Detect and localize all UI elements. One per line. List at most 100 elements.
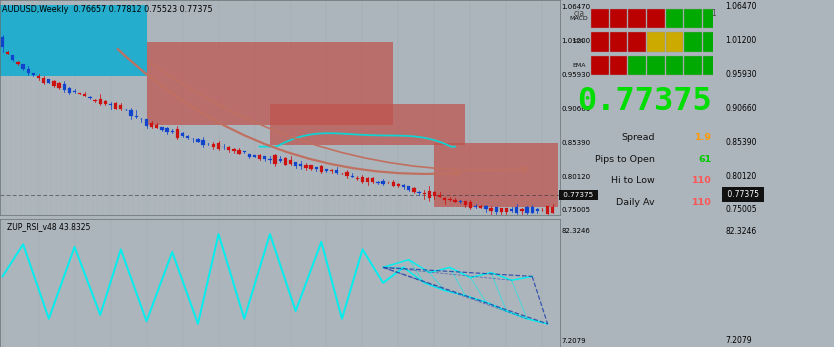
Text: 0.77375: 0.77375: [561, 192, 595, 198]
Text: 0.95930: 0.95930: [725, 70, 756, 79]
Text: 82.3246: 82.3246: [561, 228, 590, 235]
Bar: [274, 155, 277, 164]
Bar: [171, 131, 174, 132]
Bar: [428, 191, 431, 198]
Text: ZUP_RSI_v48 43.8325: ZUP_RSI_v48 43.8325: [7, 222, 90, 231]
Bar: [196, 139, 199, 142]
Bar: [186, 136, 189, 138]
Bar: [469, 202, 472, 208]
Bar: [666, 56, 683, 75]
Bar: [666, 9, 683, 28]
Text: H4: H4: [688, 9, 698, 18]
Bar: [551, 207, 555, 213]
Bar: [284, 158, 287, 165]
Bar: [289, 160, 292, 164]
Bar: [530, 207, 534, 213]
Text: cja: cja: [573, 9, 585, 18]
Text: 1.9: 1.9: [695, 133, 711, 142]
Bar: [610, 56, 627, 75]
Bar: [479, 206, 482, 208]
Bar: [248, 154, 251, 156]
Bar: [53, 82, 56, 86]
Text: 0.85390: 0.85390: [725, 138, 756, 147]
Bar: [22, 64, 25, 69]
Text: 0.75005: 0.75005: [725, 205, 756, 214]
Text: 1.06470: 1.06470: [561, 4, 590, 10]
Bar: [464, 201, 467, 205]
Text: M30: M30: [648, 9, 664, 18]
Text: D1: D1: [706, 9, 717, 18]
Bar: [647, 9, 665, 28]
Bar: [165, 128, 168, 132]
Bar: [433, 192, 436, 196]
Bar: [103, 101, 107, 104]
Bar: [238, 150, 241, 154]
Bar: [181, 133, 184, 136]
Bar: [535, 209, 539, 211]
Bar: [381, 181, 384, 184]
Text: 0.90660: 0.90660: [725, 104, 756, 113]
Bar: [366, 178, 369, 182]
Text: 0.77375: 0.77375: [725, 190, 761, 199]
Bar: [417, 192, 420, 193]
Bar: [88, 97, 92, 98]
Bar: [361, 177, 364, 182]
Bar: [319, 166, 323, 172]
Text: 0.80120: 0.80120: [561, 174, 590, 180]
Bar: [459, 201, 462, 202]
Text: EMA: EMA: [572, 63, 585, 68]
Text: 0.80120: 0.80120: [725, 172, 756, 181]
Text: 0.85390: 0.85390: [561, 140, 590, 146]
Text: 1.01200: 1.01200: [561, 38, 590, 44]
Bar: [684, 9, 701, 28]
Bar: [629, 56, 646, 75]
Bar: [520, 209, 524, 211]
Bar: [98, 99, 102, 104]
Bar: [243, 151, 246, 152]
Bar: [227, 147, 230, 150]
Bar: [68, 88, 71, 93]
Bar: [330, 170, 334, 171]
Text: M15: M15: [629, 9, 646, 18]
Bar: [684, 32, 701, 52]
Bar: [63, 84, 66, 90]
Bar: [515, 207, 519, 213]
Text: M5: M5: [613, 9, 625, 18]
Bar: [485, 206, 488, 209]
Bar: [269, 159, 272, 161]
Text: 7.2079: 7.2079: [725, 336, 751, 345]
Text: 0.90660: 0.90660: [561, 106, 590, 112]
Bar: [407, 186, 410, 190]
Bar: [258, 155, 261, 159]
Bar: [233, 150, 235, 151]
Text: 61: 61: [698, 154, 711, 163]
Bar: [490, 208, 493, 211]
Bar: [610, 32, 627, 52]
Bar: [546, 206, 550, 214]
Bar: [392, 181, 395, 186]
Bar: [160, 127, 163, 130]
Bar: [397, 184, 400, 186]
Bar: [279, 159, 282, 161]
Bar: [500, 208, 503, 212]
Text: 1.01200: 1.01200: [725, 36, 756, 45]
Bar: [345, 172, 349, 176]
Text: MACD: MACD: [570, 16, 588, 21]
Bar: [505, 208, 508, 212]
Text: Hi to Low: Hi to Low: [611, 176, 655, 185]
Bar: [438, 195, 441, 197]
Bar: [134, 116, 138, 117]
Bar: [264, 156, 266, 159]
Text: 0.77375: 0.77375: [577, 86, 711, 117]
Bar: [703, 9, 721, 28]
Bar: [629, 32, 646, 52]
Bar: [325, 169, 328, 170]
Bar: [1, 36, 4, 48]
Bar: [443, 198, 446, 200]
Bar: [11, 55, 14, 60]
Bar: [212, 144, 215, 147]
Text: 0.75005: 0.75005: [561, 207, 590, 213]
Bar: [78, 93, 82, 94]
Text: H1: H1: [669, 9, 680, 18]
Bar: [150, 123, 153, 127]
